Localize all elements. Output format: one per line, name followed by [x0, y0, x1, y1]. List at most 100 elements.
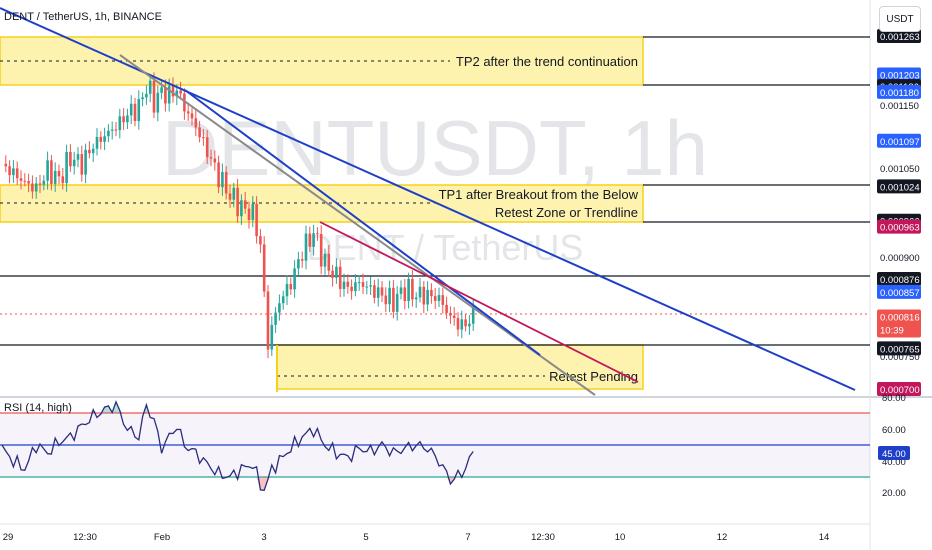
- price-badge-value: 0.000963: [880, 223, 920, 234]
- candle-body: [422, 286, 426, 305]
- candle-body: [342, 281, 346, 289]
- price-badge: [877, 84, 921, 99]
- price-badge-value: 0.000876: [880, 275, 920, 286]
- candle-body: [8, 166, 11, 176]
- candle-body: [468, 323, 471, 327]
- level-lines[interactable]: [0, 36, 870, 346]
- price-badge-value: 0.000700: [880, 385, 920, 396]
- rsi-pane[interactable]: [0, 399, 870, 524]
- candle-body: [12, 168, 15, 176]
- candle-body: [251, 203, 255, 221]
- price-badge: [877, 67, 921, 82]
- time-axis[interactable]: 29 12:30 Feb 3 5 7 12:30 10 12 14: [3, 532, 830, 543]
- candle-body: [15, 168, 19, 179]
- price-badge-value: 0.000765: [880, 344, 920, 355]
- price-badge-value: 0.001024: [880, 182, 920, 193]
- candle-body: [198, 127, 201, 138]
- time-label: 5: [363, 532, 368, 543]
- rsi-axis[interactable]: 80.00 60.00 40.00 20.00 45.00: [878, 393, 910, 499]
- candle-body: [308, 233, 312, 247]
- rsi-current-value: 45.00: [882, 449, 906, 460]
- candle-body: [407, 278, 410, 302]
- price-tick: 0.001150: [880, 101, 919, 112]
- candle-body: [38, 183, 42, 185]
- price-badge: [877, 219, 921, 234]
- candle-body: [69, 151, 72, 167]
- candle-body: [346, 281, 350, 287]
- candle-body: [91, 148, 95, 154]
- candle-body: [72, 159, 76, 167]
- candle-body: [357, 282, 361, 284]
- price-badges: 0.0012630.0012030.0011860.0011800.001097…: [877, 29, 921, 396]
- candle-body: [388, 287, 391, 305]
- price-tick: 0.000750: [880, 352, 920, 363]
- price-badge-value: 0.001263: [880, 32, 920, 43]
- candle-body: [297, 259, 300, 269]
- candle-body: [175, 90, 179, 97]
- candle-body: [145, 93, 148, 98]
- candle-body: [445, 304, 448, 313]
- price-badge-value: 0.000857: [880, 288, 920, 299]
- chart-title: DENT / TetherUS, 1h, BINANCE: [4, 11, 162, 23]
- candle-body: [53, 170, 57, 184]
- candle-body: [129, 103, 133, 116]
- candle-body: [433, 296, 437, 301]
- candle-body: [304, 233, 308, 261]
- candle-body: [46, 160, 49, 181]
- price-badge-value: 0.001203: [880, 71, 920, 82]
- candle-body: [259, 236, 262, 245]
- candle-body: [205, 137, 209, 158]
- candle-body: [464, 319, 467, 327]
- rsi-current-badge: [878, 446, 910, 460]
- zone-tp1-label-1: TP1 after Breakout from the Below: [439, 187, 639, 202]
- candle-body: [224, 172, 228, 194]
- trendline-blue-short[interactable]: [184, 89, 541, 356]
- zone-tp1[interactable]: TP1 after Breakout from the Below Retest…: [0, 184, 644, 223]
- rsi-label: RSI (14, high): [4, 402, 72, 414]
- rsi-axis-tick: 80.00: [882, 393, 906, 404]
- trendline-gray[interactable]: [119, 54, 596, 396]
- price-axis[interactable]: 0.001150 0.001050 0.000900 0.000750: [880, 101, 920, 363]
- candle-body: [335, 266, 338, 278]
- candle-body: [114, 129, 118, 131]
- candle-body: [327, 253, 331, 271]
- candles[interactable]: [4, 72, 475, 359]
- candle-body: [4, 163, 8, 167]
- candle-body: [76, 154, 80, 160]
- candle-body: [285, 283, 289, 297]
- candle-body: [384, 295, 388, 305]
- time-label: 7: [465, 532, 470, 543]
- candle-body: [266, 291, 270, 350]
- candle-body: [418, 286, 422, 298]
- candle-body: [27, 181, 30, 184]
- candle-body: [270, 324, 274, 350]
- currency-button[interactable]: USDT: [879, 6, 921, 32]
- candle-body: [110, 129, 114, 131]
- zone-tp2[interactable]: TP2 after the trend continuation: [0, 36, 644, 86]
- rsi-line[interactable]: [1, 400, 474, 492]
- candle-body: [31, 183, 34, 192]
- candle-body: [376, 287, 380, 298]
- candle-body: [365, 286, 369, 288]
- candle-body: [57, 170, 61, 177]
- zone-retest[interactable]: Retest Pending: [276, 344, 644, 390]
- candle-body: [430, 289, 433, 297]
- candle-body: [350, 286, 353, 292]
- candle-body: [126, 115, 129, 123]
- candle-body: [156, 92, 160, 113]
- candle-body: [152, 80, 156, 113]
- rsi-axis-tick: 20.00: [882, 488, 906, 499]
- candle-body: [167, 85, 171, 104]
- price-badge: [877, 29, 921, 43]
- candle-body: [209, 157, 213, 159]
- price-badge: [877, 341, 921, 356]
- price-badge-value: 0.001180: [880, 88, 919, 99]
- trendline-red[interactable]: [319, 221, 639, 383]
- candle-body: [456, 318, 460, 330]
- candle-body: [50, 160, 53, 184]
- candle-body: [354, 282, 357, 292]
- zone-tp1-label-2: Retest Zone or Trendline: [495, 205, 638, 220]
- candle-body: [300, 259, 304, 261]
- price-badge-value: 0.001097: [880, 137, 920, 148]
